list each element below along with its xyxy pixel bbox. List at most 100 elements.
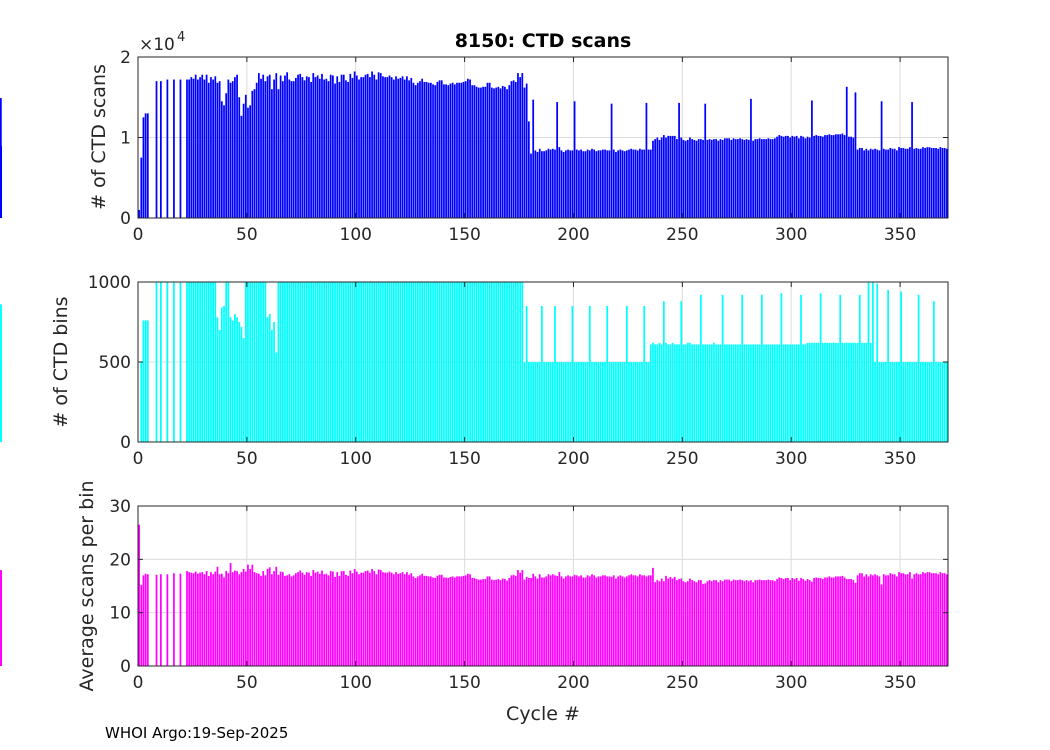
ctd-bins-bar [610, 362, 613, 442]
ctd-bins-bar [358, 282, 360, 442]
ctd-scans-bar [303, 80, 306, 218]
scans-per-bin-bar [941, 573, 944, 666]
ctd-scans-bar [922, 147, 924, 218]
ctd-bins-bar [676, 344, 678, 442]
scans-per-bin-bar [238, 574, 241, 666]
ctd-bins-bar [682, 344, 685, 442]
scans-per-bin-bar [416, 576, 419, 666]
scans-per-bin-bar [828, 576, 831, 666]
ctd-bins-bar [297, 282, 299, 442]
ctd-bins-bar [586, 362, 589, 442]
ctd-bins-bar [345, 282, 347, 442]
ctd-bins-bar [227, 282, 230, 442]
scans-per-bin-bar [760, 580, 763, 666]
ctd-scans-bar [752, 140, 754, 218]
scans-per-bin-bar [821, 579, 824, 666]
scans-per-bin-bar [201, 572, 204, 666]
ctd-bins-bar [140, 362, 143, 442]
scans-per-bin-bar [872, 575, 874, 666]
ctd-bins-bar [412, 282, 415, 442]
ctd-bins-bar [166, 282, 169, 442]
scans-per-bin-xtick-label: 150 [448, 673, 480, 693]
scans-per-bin-bar [558, 572, 561, 666]
ctd-scans-bar [643, 149, 646, 218]
ctd-scans-bar [889, 147, 892, 218]
ctd-bins-bar [932, 301, 935, 442]
ctd-bins-bar [774, 344, 776, 442]
ctd-scans-bar [227, 79, 230, 218]
scans-per-bin-ytick-label: 30 [109, 497, 131, 517]
scans-per-bin-bar [671, 578, 674, 666]
ctd-scans-bar [593, 149, 596, 218]
ctd-bins-bar [397, 282, 400, 442]
ctd-bins-bar [726, 344, 728, 442]
ctd-scans-bar [473, 85, 476, 219]
scans-per-bin-xtick-label: 200 [557, 673, 589, 693]
scans-per-bin-bar [586, 575, 589, 666]
ctd-bins-bar [382, 282, 384, 442]
scans-per-bin-ytick-label: 20 [109, 550, 131, 570]
ctd-scans-bar [580, 149, 582, 218]
scans-per-bin-bar [210, 572, 212, 666]
ctd-bins-bar [895, 362, 898, 442]
ctd-scans-bar [845, 86, 848, 218]
ctd-scans-bar [360, 77, 363, 219]
panel-scans-per-bin-grid [138, 506, 948, 666]
scans-per-bin-bar [665, 575, 667, 666]
ctd-bins-bar [852, 342, 855, 442]
ctd-bins-bar [771, 344, 774, 442]
scans-per-bin-bar [197, 573, 199, 666]
scans-per-bin-bar [830, 577, 833, 666]
scans-per-bin-bar [268, 567, 271, 666]
ctd-scans-bar [606, 150, 609, 218]
ctd-bins-bar [279, 282, 282, 442]
ctd-bins-bar [408, 282, 410, 442]
ctd-bins-bar [904, 362, 907, 442]
ctd-bins-bar [804, 344, 807, 442]
ctd-scans-bar [242, 103, 245, 218]
scans-per-bin-bar [305, 572, 308, 666]
ctd-scans-bar [569, 150, 572, 218]
ctd-scans-bar [397, 78, 400, 219]
ctd-scans-bar [240, 115, 243, 218]
ctd-scans-bar [597, 150, 600, 218]
ctd-bins-bar [704, 344, 707, 442]
scans-per-bin-bar [932, 573, 935, 666]
ctd-scans-bar [562, 151, 565, 218]
ctd-scans-bar [238, 97, 241, 218]
ctd-scans-bar [251, 90, 254, 218]
scans-per-bin-bar [377, 569, 380, 666]
x-axis-label: Cycle # [506, 703, 580, 725]
scans-per-bin-bar [578, 576, 580, 666]
scans-per-bin-bar [874, 574, 876, 666]
ctd-scans-bar [575, 149, 578, 218]
scans-per-bin-bar [220, 573, 223, 666]
scans-per-bin-bar [730, 581, 733, 666]
scans-per-bin-bar [271, 574, 273, 666]
ctd-scans-bar [667, 135, 670, 218]
ctd-scans-xtick-label: 100 [340, 225, 372, 245]
ctd-bins-bar [630, 362, 633, 442]
ctd-scans-bar [508, 85, 511, 219]
ctd-bins-bar [752, 344, 754, 442]
scans-per-bin-bar [660, 578, 663, 666]
scans-per-bin-bar [504, 579, 506, 666]
scans-per-bin-bar [290, 576, 293, 666]
scans-per-bin-xtick-label: 250 [666, 673, 698, 693]
ctd-scans-bar [612, 149, 615, 218]
scans-per-bin-bar [754, 580, 757, 666]
ctd-bins-bar [673, 344, 676, 442]
scans-per-bin-bar [140, 584, 143, 666]
ctd-scans-bar [917, 148, 920, 218]
ctd-scans-bar [512, 80, 515, 218]
ctd-scans-bar [292, 81, 295, 219]
ctd-bins-bar [887, 290, 889, 442]
ctd-scans-bar [510, 81, 513, 219]
ctd-scans-bar [212, 79, 214, 218]
scans-per-bin-bar [273, 571, 275, 666]
ctd-bins-bar [369, 282, 371, 442]
scans-per-bin-bar [774, 581, 776, 666]
ctd-bins-bar [919, 362, 922, 442]
scans-per-bin-bar [397, 573, 400, 666]
ctd-bins-bar [273, 322, 275, 442]
